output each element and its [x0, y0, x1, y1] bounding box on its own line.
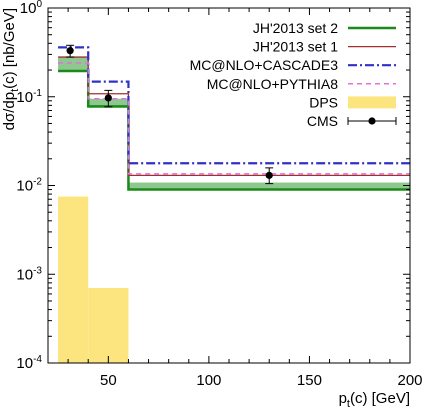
- y-tick-label-0: 100: [20, 0, 43, 17]
- y-axis-label-subscript: t: [9, 89, 21, 92]
- x-axis-label: pt(c) [GeV]: [339, 390, 410, 409]
- band-jh-2013-set-2-band-bin-0: [58, 57, 89, 71]
- y-tick-label--4: 10-4: [16, 354, 42, 372]
- y-tick-exponent: 0: [36, 0, 42, 10]
- legend-label-mc-nlo-cascade3: MC@NLO+CASCADE3: [190, 57, 339, 73]
- y-tick-exponent: -2: [33, 177, 42, 188]
- y-tick-exponent: -1: [33, 88, 42, 99]
- x-tick-label-50: 50: [100, 372, 117, 389]
- legend: JH'2013 set 2 JH'2013 set 1 MC@NLO+CASCADE…: [190, 20, 397, 129]
- legend-label-dps: DPS: [309, 94, 338, 110]
- plot-area: [58, 44, 410, 363]
- x-axis-label-subscript: t: [347, 398, 350, 409]
- cms-point-0: [66, 47, 74, 55]
- legend-swatch-dps: [348, 96, 396, 109]
- x-tick-label-150: 150: [297, 372, 322, 389]
- band-jh-2013-set-2-band-bin-2: [128, 182, 410, 191]
- legend-label-jh-2013-set-2: JH'2013 set 2: [253, 20, 338, 36]
- legend-label-mc-nlo-pythia8: MC@NLO+PYTHIA8: [207, 76, 339, 92]
- x-axis-label-rest: (c) [GeV]: [350, 390, 410, 407]
- legend-swatch-marker-cms: [368, 117, 376, 125]
- y-tick-exponent: -4: [33, 354, 42, 365]
- y-tick-exponent: -3: [33, 265, 42, 276]
- y-tick-label--2: 10-2: [16, 177, 42, 195]
- y-axis-label: dσ/dpt(c) [nb/GeV]: [1, 8, 21, 130]
- y-tick-label--3: 10-3: [16, 265, 42, 283]
- legend-label-jh-2013-set-1: JH'2013 set 1: [253, 39, 338, 55]
- legend-label-cms: CMS: [307, 113, 338, 129]
- y-axis-label-rest: (c) [nb/GeV]: [1, 8, 18, 89]
- x-tick-label-100: 100: [196, 372, 221, 389]
- series-line-mc-nlo-cascade3: [58, 46, 410, 165]
- x-tick-label-200: 200: [397, 372, 422, 389]
- band-dps-bin-1: [88, 287, 129, 363]
- cms-point-1: [104, 94, 112, 102]
- band-dps-bin-0: [58, 196, 89, 363]
- cms-point-2: [265, 171, 273, 179]
